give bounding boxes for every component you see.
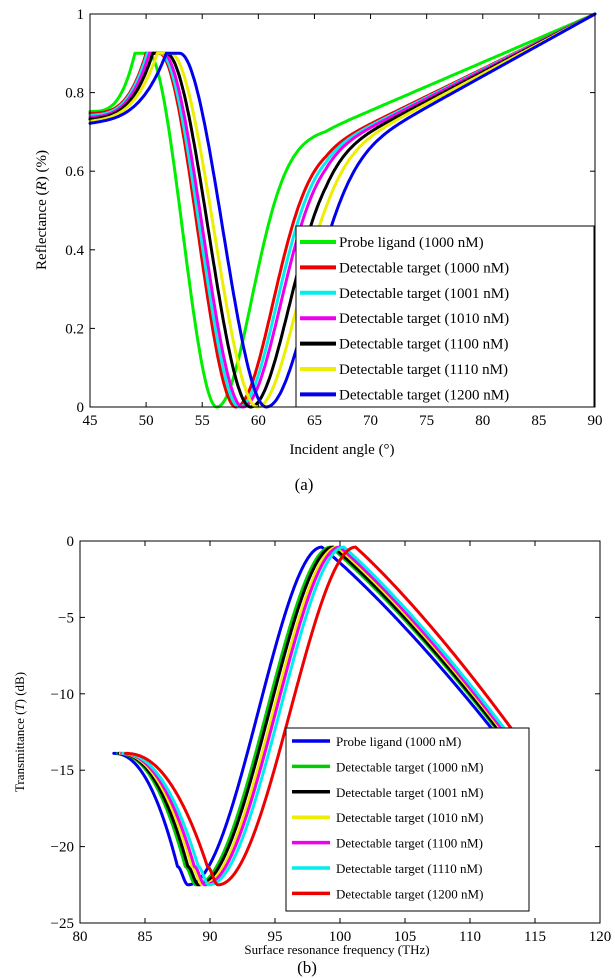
y-tick-label: −15 xyxy=(51,763,74,779)
legend-label: Detectable target (1010 nM) xyxy=(339,311,509,327)
legend-label: Detectable target (1200 nM) xyxy=(339,387,509,403)
y-tick-label: −25 xyxy=(51,916,74,932)
series-line xyxy=(88,12,597,409)
chart-panel-a: 45 50 55 60 65 70 75 80 85 90 0 0.2 0.4 0.6 0.8 1 Incid… xyxy=(34,7,603,494)
x-tick-label: 80 xyxy=(475,413,490,429)
x-tick-label: 110 xyxy=(459,929,481,945)
y-tick-label: −10 xyxy=(51,687,74,703)
x-tick-label: 75 xyxy=(419,413,434,429)
x-tick-label: 50 xyxy=(139,413,154,429)
series-group-b xyxy=(112,545,529,887)
legend-box-b xyxy=(285,727,530,912)
x-tick-label: 95 xyxy=(268,929,283,945)
legend-b: Probe ligand (1000 nM) Detectable target … xyxy=(285,727,530,912)
y-axis-label-a-suffix: ) (%) xyxy=(34,150,50,181)
x-tick-label: 90 xyxy=(203,929,218,945)
y-tick-label: 1 xyxy=(77,7,85,23)
y-axis-label-b: Transmittance (T) (dB) xyxy=(12,672,27,792)
legend-label: Detectable target (1001 nM) xyxy=(336,785,483,800)
series-line xyxy=(117,545,516,887)
x-tick-label: 85 xyxy=(138,929,153,945)
series-line xyxy=(124,545,529,887)
y-tick-label: 0.2 xyxy=(65,321,84,337)
legend-label: Detectable target (1100 nM) xyxy=(336,836,483,851)
y-tick-label: 0 xyxy=(67,534,75,550)
y-axis-label-b-suffix: ) (dB) xyxy=(12,672,27,703)
y-axis-label-a: Reflectance (R) (%) xyxy=(34,150,50,270)
series-line xyxy=(120,545,520,887)
x-tick-label: 45 xyxy=(83,413,98,429)
x-tick-label: 105 xyxy=(394,929,417,945)
y-tick-label: 0.6 xyxy=(65,164,84,180)
y-axis-label-a-prefix: Reflectance ( xyxy=(34,190,50,270)
x-tick-label: 120 xyxy=(589,929,612,945)
legend-label: Detectable target (1200 nM) xyxy=(336,886,483,901)
x-tick-label: 115 xyxy=(524,929,546,945)
x-tick-label: 90 xyxy=(588,413,603,429)
series-line xyxy=(88,12,597,409)
x-tick-label: 65 xyxy=(307,413,322,429)
series-line xyxy=(112,545,511,887)
legend-label: Detectable target (1110 nM) xyxy=(336,861,482,876)
panel-label-b: (b) xyxy=(297,958,317,977)
y-tick-label: 0.8 xyxy=(65,86,84,102)
series-group-a xyxy=(88,12,597,409)
x-tick-label: 60 xyxy=(251,413,266,429)
legend-label: Detectable target (1000 nM) xyxy=(336,759,483,774)
chart-panel-b: 80 85 90 95 100 105 110 115 120 −25 −20 −15 −10 −5 0 S… xyxy=(12,534,611,977)
axes-frame-b xyxy=(79,540,601,924)
legend-label: Detectable target (1001 nM) xyxy=(339,286,509,302)
y-tick-label: 0.4 xyxy=(65,243,84,259)
y-axis-label-b-prefix: Transmittance ( xyxy=(12,711,27,792)
legend-label: Detectable target (1010 nM) xyxy=(336,810,483,825)
legend-label: Probe ligand (1000 nM) xyxy=(336,734,461,749)
panel-label-a: (a) xyxy=(295,475,314,494)
y-tick-label: 0 xyxy=(77,400,85,416)
y-axis-label-a-symbol: R xyxy=(34,181,50,191)
x-axis-label-a: Incident angle (°) xyxy=(289,442,394,458)
ticks-group-a: 45 50 55 60 65 70 75 80 85 90 0 0.2 0.4 0.6 0.8 1 xyxy=(65,7,602,429)
x-tick-label: 85 xyxy=(531,413,546,429)
x-tick-label: 100 xyxy=(329,929,352,945)
x-tick-label: 55 xyxy=(195,413,210,429)
y-tick-label: −20 xyxy=(51,840,74,856)
legend-a: Probe ligand (1000 nM) Detectable target … xyxy=(295,225,595,408)
series-line xyxy=(121,545,523,887)
series-line xyxy=(88,12,597,409)
legend-label: Probe ligand (1000 nM) xyxy=(339,235,484,251)
y-tick-label: −5 xyxy=(58,610,74,626)
x-tick-label: 80 xyxy=(73,929,88,945)
legend-label: Detectable target (1000 nM) xyxy=(339,260,509,276)
x-axis-label-b: Surface resonance frequency (THz) xyxy=(244,942,429,957)
legend-label: Detectable target (1110 nM) xyxy=(339,362,508,378)
y-axis-label-b-symbol: T xyxy=(12,703,27,711)
legend-box-a xyxy=(295,225,595,408)
x-tick-label: 70 xyxy=(363,413,378,429)
legend-label: Detectable target (1100 nM) xyxy=(339,337,509,353)
